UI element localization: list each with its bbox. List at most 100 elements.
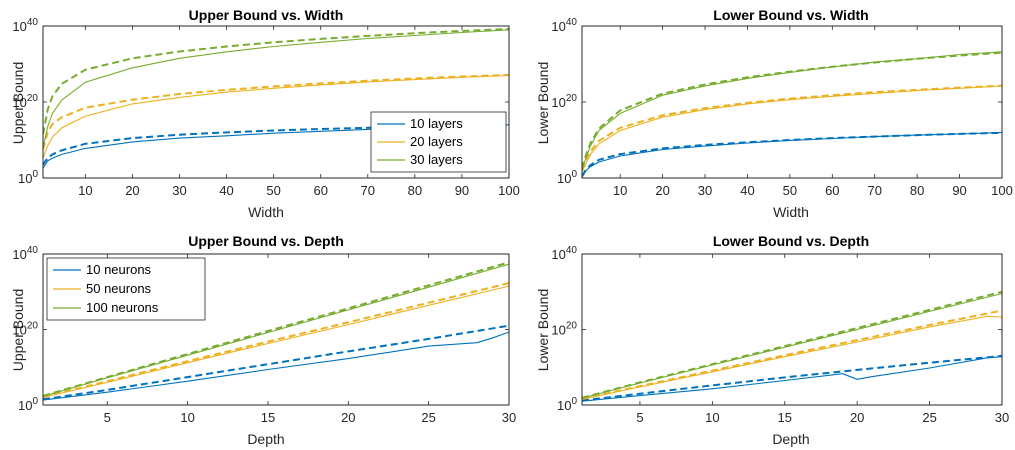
plot-frame <box>42 253 510 406</box>
x-tick-label: 50 <box>266 183 280 198</box>
x-tick-label: 60 <box>313 183 327 198</box>
x-tick-label: 5 <box>636 410 643 425</box>
x-tick-label: 10 <box>613 183 627 198</box>
y-tick-label: 1020 <box>551 93 577 110</box>
panel-upper-bound-vs-depth: Upper Bound vs. Depth Depth Upper Bound … <box>10 233 516 447</box>
panel-title: Lower Bound vs. Depth <box>713 233 869 249</box>
y-axis-label: Upper Bound <box>10 62 26 145</box>
legend-label-30-layers: 30 layers <box>410 152 463 167</box>
plot-frame <box>42 25 510 179</box>
y-axis-label: Upper Bound <box>10 289 26 372</box>
legend-label-10-neurons: 10 neurons <box>86 262 152 277</box>
y-tick-label: 100 <box>18 396 38 413</box>
series-line-50-neurons-dashed <box>582 309 1002 400</box>
x-tick-label: 70 <box>867 183 881 198</box>
series-layer <box>582 51 1002 178</box>
panel-lower-bound-vs-width: Lower Bound vs. Width Width Lower Bound … <box>535 7 1013 220</box>
series-line-20-layers-dashed <box>43 74 509 150</box>
x-tick-label: 100 <box>991 183 1013 198</box>
legend-label-50-neurons: 50 neurons <box>86 281 152 296</box>
x-tick-label: 80 <box>408 183 422 198</box>
series-line-10-layers-dashed <box>582 131 1002 177</box>
series-line-10-layers <box>582 131 1002 178</box>
x-tick-label: 20 <box>341 410 355 425</box>
x-tick-label: 30 <box>502 410 516 425</box>
panel-title: Upper Bound vs. Width <box>189 7 344 23</box>
y-tick-label: 1040 <box>551 245 577 262</box>
x-tick-label: 30 <box>698 183 712 198</box>
panel-title: Lower Bound vs. Width <box>713 7 868 23</box>
tick-layer: 5 10 15 20 25 30 100 1020 1040 <box>551 245 1009 425</box>
x-tick-label: 40 <box>219 183 233 198</box>
tick-layer: 5 10 15 20 25 30 100 1020 1040 <box>12 245 516 425</box>
x-tick-label: 25 <box>421 410 435 425</box>
x-tick-label: 10 <box>180 410 194 425</box>
y-axis-label: Lower Bound <box>535 289 551 372</box>
series-line-20-layers-dashed <box>582 84 1002 171</box>
x-tick-label: 30 <box>995 410 1009 425</box>
panel-upper-bound-vs-width: Upper Bound vs. Width Width Upper Bound … <box>10 7 520 220</box>
series-line-10-neurons-dashed <box>582 354 1002 402</box>
y-tick-label: 1040 <box>551 17 577 34</box>
x-tick-label: 70 <box>361 183 375 198</box>
y-tick-label: 1020 <box>12 321 38 338</box>
x-tick-label: 50 <box>783 183 797 198</box>
y-tick-label: 1020 <box>551 321 577 338</box>
y-axis-label: Lower Bound <box>535 62 551 145</box>
x-tick-label: 20 <box>850 410 864 425</box>
x-tick-label: 30 <box>172 183 186 198</box>
x-tick-label: 60 <box>825 183 839 198</box>
series-line-10-neurons-dashed <box>43 324 509 401</box>
series-line-100-neurons-dashed <box>43 261 509 397</box>
plot-frame <box>581 253 1003 406</box>
plot-frame <box>581 25 1003 179</box>
x-tick-label: 10 <box>705 410 719 425</box>
series-line-50-neurons <box>582 315 1002 400</box>
legend: 10 layers 20 layers 30 layers <box>370 111 507 173</box>
x-tick-label: 100 <box>498 183 520 198</box>
series-line-10-neurons <box>43 331 509 401</box>
series-line-100-neurons-dashed <box>582 290 1002 399</box>
x-tick-label: 20 <box>655 183 669 198</box>
panel-lower-bound-vs-depth: Lower Bound vs. Depth Depth Lower Bound … <box>535 233 1009 447</box>
y-tick-label: 100 <box>18 169 38 186</box>
x-tick-label: 15 <box>778 410 792 425</box>
x-tick-label: 90 <box>455 183 469 198</box>
series-layer <box>582 290 1002 402</box>
series-line-50-neurons <box>43 285 509 398</box>
x-tick-label: 90 <box>952 183 966 198</box>
x-axis-label: Width <box>248 204 284 220</box>
y-tick-label: 100 <box>557 396 577 413</box>
series-line-30-layers-dashed <box>43 28 509 135</box>
legend: 10 neurons 50 neurons 100 neurons <box>46 257 206 321</box>
series-layer <box>43 261 509 401</box>
x-axis-label: Depth <box>772 431 809 447</box>
y-tick-label: 1040 <box>12 245 38 262</box>
series-line-100-neurons <box>582 293 1002 399</box>
y-tick-label: 100 <box>557 169 577 186</box>
x-tick-label: 5 <box>104 410 111 425</box>
series-line-10-layers-dashed <box>43 124 509 166</box>
y-tick-label: 1020 <box>12 93 38 110</box>
series-line-50-neurons-dashed <box>43 282 509 399</box>
x-tick-label: 25 <box>922 410 936 425</box>
legend-label-100-neurons: 100 neurons <box>86 300 159 315</box>
series-line-10-neurons <box>582 356 1002 402</box>
x-tick-label: 80 <box>910 183 924 198</box>
legend-label-20-layers: 20 layers <box>410 134 463 149</box>
x-tick-label: 20 <box>125 183 139 198</box>
x-axis-label: Depth <box>247 431 284 447</box>
panel-title: Upper Bound vs. Depth <box>188 233 344 249</box>
series-line-30-layers-dashed <box>582 51 1002 169</box>
y-tick-label: 1040 <box>12 17 38 34</box>
x-tick-label: 10 <box>78 183 92 198</box>
x-tick-label: 40 <box>740 183 754 198</box>
x-tick-label: 15 <box>261 410 275 425</box>
series-line-30-layers <box>43 29 509 148</box>
series-line-20-layers <box>43 74 509 159</box>
legend-label-10-layers: 10 layers <box>410 116 463 131</box>
x-axis-label: Width <box>773 204 809 220</box>
